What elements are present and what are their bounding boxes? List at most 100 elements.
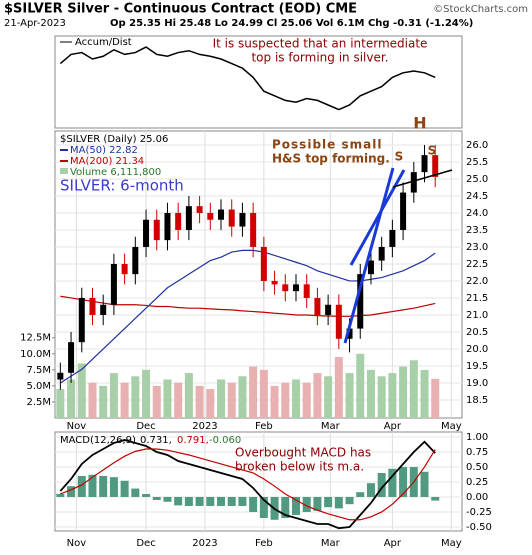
candle-body: [282, 284, 289, 292]
x-tick-label: Dec: [136, 538, 155, 549]
histogram-bar: [356, 492, 365, 497]
volume-bar: [238, 376, 247, 418]
candle-body: [132, 246, 139, 275]
candle-body: [68, 342, 75, 373]
volume-bar: [77, 363, 86, 418]
volume-bar: [302, 382, 311, 418]
volume-bar: [334, 357, 343, 418]
volume-bar: [345, 373, 354, 418]
candle-body: [250, 212, 257, 247]
candle-body: [367, 260, 374, 275]
x-tick-label: Dec: [136, 421, 155, 432]
legend: 0.731,: [140, 435, 172, 446]
y-tick-label: -0.50: [466, 522, 492, 533]
y-tick-label: 1.00: [466, 432, 488, 443]
legend: Accum/Dist: [75, 37, 132, 48]
x-tick-label: Feb: [255, 538, 273, 549]
volume-bar: [388, 373, 397, 418]
volume-bar: [227, 382, 236, 418]
x-tick-label: Feb: [255, 421, 273, 432]
y-tick-label: 23.0: [466, 242, 488, 253]
histogram-bar: [334, 496, 343, 509]
legend: Volume 6,111,800: [70, 167, 161, 178]
y-tick-label: 18.5: [466, 395, 488, 406]
histogram-bar: [238, 496, 247, 506]
volume-bar: [259, 369, 268, 418]
candle-body: [346, 328, 353, 339]
volume-bar: [88, 382, 97, 418]
candle-body: [389, 229, 396, 247]
candle-body: [175, 212, 182, 230]
histogram-bar: [217, 496, 226, 506]
annotation: S: [395, 150, 404, 164]
y-tick-label: 19.0: [466, 378, 488, 389]
header-title: $SILVER Silver - Continuous Contract (EO…: [4, 2, 357, 17]
y-tick-label: 25.5: [466, 157, 488, 168]
candle-body: [421, 155, 428, 173]
histogram-bar: [120, 480, 129, 497]
candle-body: [357, 274, 364, 329]
volume-bar: [163, 379, 172, 418]
candle-body: [303, 284, 310, 298]
y-tick-label: 20.5: [466, 327, 488, 338]
x-tick-label: 2023: [192, 538, 217, 549]
candle-body: [378, 246, 385, 261]
histogram-bar: [184, 496, 193, 506]
x-tick-label: 2023: [192, 421, 217, 432]
histogram-bar: [249, 496, 258, 512]
x-tick-label: Nov: [67, 421, 87, 432]
y-tick-label: 25.0: [466, 174, 488, 185]
subtitle: SILVER: 6-month: [60, 177, 184, 195]
line: [60, 295, 436, 317]
y-tick-label: -0.25: [466, 507, 492, 518]
annotation: It is suspected that an intermediate: [213, 37, 428, 51]
y-tick-label: 24.0: [466, 208, 488, 219]
y-tick-label: 23.5: [466, 225, 488, 236]
x-tick-label: Mar: [321, 538, 341, 549]
candle-body: [143, 219, 150, 247]
x-tick-label: Mar: [321, 421, 341, 432]
x-tick-label: Nov: [67, 538, 87, 549]
line: [60, 249, 436, 384]
y-tick-label: 26.0: [466, 140, 488, 151]
candle-body: [196, 206, 203, 213]
y-tick-label: 20.0: [466, 344, 488, 355]
candle-body: [410, 172, 417, 193]
volume-bar: [206, 389, 215, 418]
histogram-bar: [377, 472, 386, 497]
annotation: H&S top forming.: [272, 152, 390, 166]
histogram-bar: [399, 466, 408, 497]
histogram-bar: [152, 496, 161, 500]
candle-body: [185, 206, 192, 230]
candle-body: [121, 263, 128, 275]
annotation: Possible small: [272, 138, 382, 152]
volume-bar: [67, 379, 76, 418]
volume-bar: [131, 376, 140, 418]
histogram-bar: [388, 468, 397, 497]
histogram-bar: [259, 496, 268, 518]
volume-bar: [184, 373, 193, 418]
histogram-bar: [56, 493, 65, 497]
legend-swatch: [60, 168, 68, 174]
volume-bar: [270, 385, 279, 418]
legend: MA(200) 21.34: [70, 156, 144, 167]
volume-bar: [120, 382, 129, 418]
annotation: Overbought MACD has: [235, 446, 371, 460]
y-tick-label: 2.5M: [26, 397, 51, 408]
header-quote: Op 25.35 Hi 25.48 Lo 24.99 Cl 25.06 Vol …: [110, 18, 473, 29]
candle-body: [89, 297, 96, 315]
histogram-bar: [67, 486, 76, 497]
histogram-bar: [281, 496, 290, 518]
histogram-bar: [366, 483, 375, 497]
candle-body: [228, 209, 235, 227]
volume-bar: [152, 385, 161, 418]
volume-bar: [109, 373, 118, 418]
volume-bar: [431, 378, 440, 418]
histogram-bar: [302, 496, 311, 512]
histogram-bar: [142, 493, 151, 497]
volume-bar: [217, 379, 226, 418]
line: [59, 46, 436, 111]
volume-bar: [291, 379, 300, 418]
annotation: broken below its m.a.: [235, 460, 364, 474]
candle-body: [100, 304, 107, 315]
